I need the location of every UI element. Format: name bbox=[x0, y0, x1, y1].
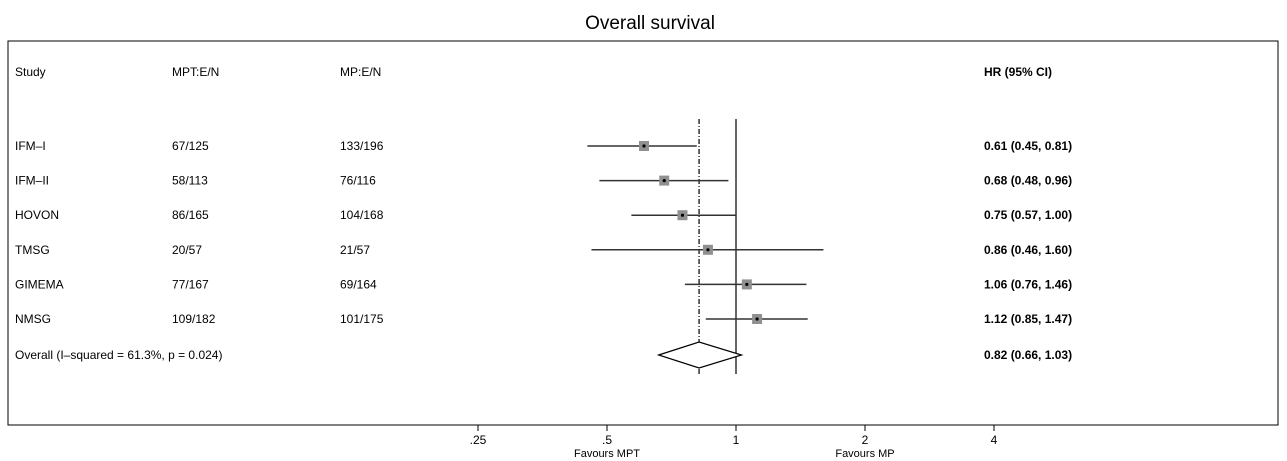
overall-diamond bbox=[656, 341, 744, 369]
mpt-events: 86/165 bbox=[172, 208, 209, 222]
study-row: IFM–I 67/125 133/196 0.61 (0.45, 0.81) bbox=[15, 139, 1072, 153]
favours-mp-label: Favours MP bbox=[835, 448, 894, 460]
mp-events: 21/57 bbox=[340, 243, 370, 257]
mp-events: 76/116 bbox=[340, 174, 376, 188]
study-row: NMSG 109/182 101/175 1.12 (0.85, 1.47) bbox=[15, 312, 1072, 326]
hr-ci-text: 0.75 (0.57, 1.00) bbox=[984, 208, 1072, 222]
mpt-events: 58/113 bbox=[172, 174, 208, 188]
study-name: IFM–II bbox=[15, 174, 49, 188]
chart-title: Overall survival bbox=[585, 13, 715, 34]
x-tick-label: .25 bbox=[470, 433, 487, 447]
study-name: IFM–I bbox=[15, 139, 46, 153]
point-estimate bbox=[642, 144, 646, 148]
point-estimate bbox=[662, 179, 666, 183]
hr-ci-text: 0.68 (0.48, 0.96) bbox=[984, 174, 1072, 188]
x-tick-label: 4 bbox=[991, 433, 998, 447]
x-axis: .25 .5 1 2 4 bbox=[470, 425, 998, 447]
overall-label: Overall (I–squared = 61.3%, p = 0.024) bbox=[15, 348, 222, 362]
mp-events: 133/196 bbox=[340, 139, 384, 153]
plot-frame bbox=[7, 40, 1279, 426]
mp-events: 104/168 bbox=[340, 208, 384, 222]
point-estimate bbox=[745, 282, 749, 286]
study-name: GIMEMA bbox=[15, 277, 64, 291]
study-row: TMSG 20/57 21/57 0.86 (0.46, 1.60) bbox=[15, 243, 1072, 257]
hr-ci-text: 0.61 (0.45, 0.81) bbox=[984, 139, 1072, 153]
point-estimate bbox=[680, 213, 685, 217]
header-study: Study bbox=[15, 65, 46, 79]
study-name: NMSG bbox=[15, 312, 51, 326]
hr-ci-text: 1.12 (0.85, 1.47) bbox=[984, 312, 1072, 326]
mpt-events: 67/125 bbox=[172, 139, 209, 153]
x-tick-label: 2 bbox=[862, 433, 869, 447]
mpt-events: 77/167 bbox=[172, 277, 209, 291]
mpt-events: 20/57 bbox=[172, 243, 202, 257]
overall-hr-text: 0.82 (0.66, 1.03) bbox=[984, 348, 1072, 362]
point-estimate bbox=[706, 248, 710, 252]
study-row: HOVON 86/165 104/168 0.75 (0.57, 1.00) bbox=[15, 208, 1072, 222]
study-name: HOVON bbox=[15, 208, 59, 222]
header-hr: HR (95% CI) bbox=[984, 65, 1052, 79]
study-row: IFM–II 58/113 76/116 0.68 (0.48, 0.96) bbox=[15, 174, 1072, 188]
mp-events: 69/164 bbox=[340, 277, 377, 291]
study-row: GIMEMA 77/167 69/164 1.06 (0.76, 1.46) bbox=[15, 277, 1072, 291]
hr-ci-text: 0.86 (0.46, 1.60) bbox=[984, 243, 1072, 257]
hr-ci-text: 1.06 (0.76, 1.46) bbox=[984, 277, 1072, 291]
study-rows: IFM–I 67/125 133/196 0.61 (0.45, 0.81)IFM–I… bbox=[15, 139, 1072, 326]
header-mpt: MPT:E/N bbox=[172, 65, 219, 79]
study-name: TMSG bbox=[15, 243, 50, 257]
mpt-events: 109/182 bbox=[172, 312, 216, 326]
point-estimate bbox=[755, 317, 759, 321]
x-tick-label: 1 bbox=[733, 433, 740, 447]
header-mp: MP:E/N bbox=[340, 65, 381, 79]
favours-mpt-label: Favours MPT bbox=[574, 448, 640, 460]
x-tick-label: .5 bbox=[602, 433, 612, 447]
mp-events: 101/175 bbox=[340, 312, 384, 326]
